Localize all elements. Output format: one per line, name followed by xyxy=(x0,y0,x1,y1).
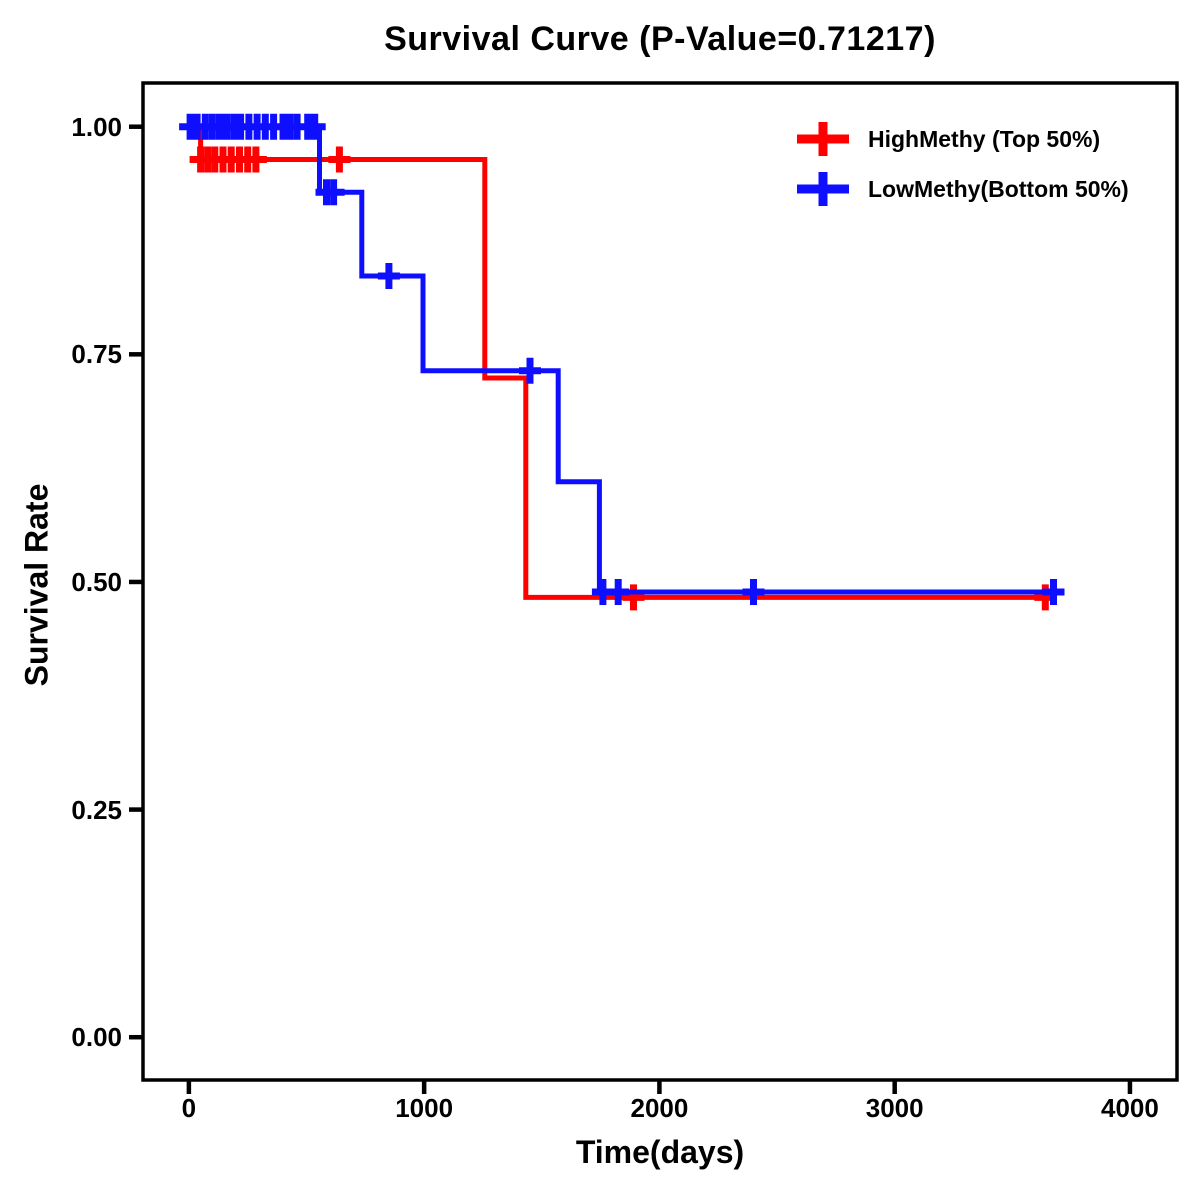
plus-marker-icon xyxy=(797,172,849,206)
x-tick-label: 0 xyxy=(181,1093,197,1123)
x-tick-label: 2000 xyxy=(630,1093,689,1123)
legend-item-lowmethy: LowMethy(Bottom 50%) xyxy=(794,164,1129,214)
survival-curve-lowmethy xyxy=(188,124,1054,595)
legend-item-highmethy: HighMethy (Top 50%) xyxy=(794,114,1129,164)
y-tick-label: 0.25 xyxy=(71,794,122,825)
censor-marks-lowmethy xyxy=(179,113,1065,605)
y-tick-label: 0.50 xyxy=(71,566,122,597)
plus-marker-icon xyxy=(797,122,849,156)
chart-title: Survival Curve (P-Value=0.71217) xyxy=(384,20,936,58)
legend: HighMethy (Top 50%) LowMethy(Bottom 50%) xyxy=(794,114,1129,214)
x-axis-label: Time(days) xyxy=(575,1134,745,1170)
y-tick-label: 0.00 xyxy=(71,1022,122,1053)
plot-border xyxy=(141,81,1179,1082)
legend-label-lowmethy: LowMethy(Bottom 50%) xyxy=(868,175,1129,202)
x-tick-label: 4000 xyxy=(1101,1093,1159,1123)
legend-label-highmethy: HighMethy (Top 50%) xyxy=(868,125,1101,152)
y-tick-label: 0.75 xyxy=(71,339,122,370)
x-tick-label: 3000 xyxy=(865,1093,924,1123)
y-tick-label: 1.00 xyxy=(71,111,122,142)
censor-marks-highmethy xyxy=(189,146,1057,611)
x-tick-label: 1000 xyxy=(395,1093,454,1123)
